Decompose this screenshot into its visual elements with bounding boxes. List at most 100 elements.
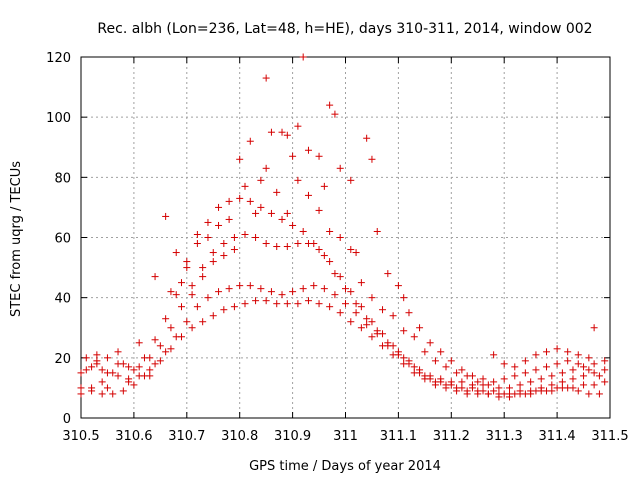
data-point — [368, 155, 376, 163]
data-point — [352, 300, 360, 308]
data-point — [336, 164, 344, 172]
data-point — [558, 378, 566, 386]
data-point — [230, 234, 238, 241]
data-point — [230, 246, 238, 254]
data-point — [484, 381, 492, 389]
data-point — [580, 372, 588, 380]
data-point — [162, 348, 170, 356]
data-point — [236, 155, 244, 163]
data-point — [431, 378, 439, 386]
y-tick-label: 120 — [46, 51, 71, 66]
data-point — [463, 372, 471, 380]
data-point — [511, 372, 519, 380]
data-point — [114, 372, 122, 380]
data-point — [114, 348, 122, 356]
data-point — [484, 390, 492, 398]
data-point — [585, 366, 593, 374]
data-point — [156, 342, 164, 350]
data-point — [289, 152, 297, 160]
x-tick-label: 311.1 — [380, 429, 417, 444]
data-point — [521, 369, 529, 377]
data-point — [458, 366, 466, 374]
data-point — [209, 312, 217, 320]
data-point — [215, 203, 223, 211]
data-point — [273, 188, 281, 196]
data-point — [532, 351, 540, 359]
y-tick-label: 0 — [63, 412, 71, 427]
data-point — [601, 378, 609, 386]
data-point — [209, 249, 217, 257]
data-point — [347, 288, 355, 296]
data-point — [580, 363, 588, 371]
data-point — [294, 176, 302, 184]
data-point — [431, 357, 439, 365]
data-point — [135, 339, 143, 347]
data-point — [135, 363, 143, 371]
grid — [81, 57, 610, 418]
data-point — [167, 345, 175, 353]
data-point — [167, 324, 175, 332]
data-point — [558, 369, 566, 377]
data-point — [373, 227, 381, 235]
data-point — [252, 234, 260, 241]
data-point — [125, 378, 133, 386]
data-point — [241, 182, 249, 190]
data-point — [416, 324, 424, 332]
axis-ticks: 310.5 310.6 310.7 310.8 310.9 311 311.1 311.2 31… — [46, 51, 628, 444]
data-point — [532, 366, 540, 374]
data-point — [336, 234, 344, 241]
data-point — [125, 363, 133, 371]
data-point — [394, 348, 402, 356]
data-point — [252, 209, 260, 217]
data-point — [193, 303, 201, 311]
data-point — [172, 291, 180, 299]
data-point — [267, 209, 275, 217]
data-point — [595, 372, 603, 380]
data-point — [463, 387, 471, 395]
data-point — [241, 230, 249, 238]
data-point — [257, 285, 265, 293]
data-point — [564, 384, 572, 392]
data-point — [331, 270, 339, 278]
data-point — [315, 152, 323, 160]
data-point — [299, 227, 307, 235]
data-point — [574, 360, 582, 368]
data-point — [183, 264, 191, 272]
data-point — [246, 197, 254, 205]
data-point — [569, 375, 577, 383]
data-point — [511, 363, 519, 371]
data-point — [336, 309, 344, 317]
data-point — [236, 282, 244, 290]
data-point — [527, 378, 535, 386]
data-point — [590, 324, 598, 332]
data-point — [289, 221, 297, 229]
data-point — [331, 291, 339, 299]
data-point — [199, 273, 207, 281]
data-point — [310, 282, 318, 290]
x-tick-label: 310.8 — [221, 429, 258, 444]
data-point — [262, 240, 270, 248]
data-point — [326, 101, 334, 109]
data-point — [357, 303, 365, 311]
data-point — [400, 294, 408, 302]
data-point — [151, 273, 159, 281]
data-point — [490, 378, 498, 386]
chart-title: Rec. albh (Lon=236, Lat=48, h=HE), days … — [97, 21, 592, 37]
data-point — [426, 339, 434, 347]
data-point — [188, 282, 196, 290]
data-point — [283, 131, 291, 139]
data-point — [410, 363, 418, 371]
data-point — [193, 240, 201, 248]
data-point — [188, 324, 196, 332]
data-point — [304, 297, 312, 305]
data-point — [93, 351, 101, 359]
data-point — [527, 387, 535, 395]
y-axis-label: STEC from uqrg / TECUs — [9, 161, 24, 317]
data-point — [326, 258, 334, 266]
data-point — [537, 375, 545, 383]
data-point — [257, 176, 265, 184]
data-point — [82, 354, 90, 362]
data-point — [580, 381, 588, 389]
data-point — [204, 234, 212, 241]
data-point — [474, 378, 482, 386]
